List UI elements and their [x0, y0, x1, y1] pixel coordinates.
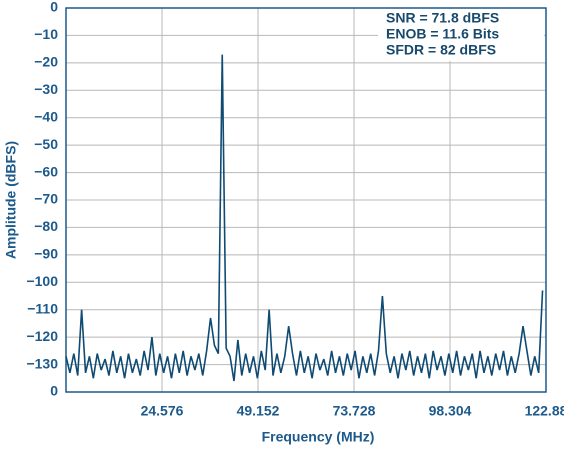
- y-tick-label: 0: [50, 383, 58, 399]
- x-tick-label: 122.88: [525, 403, 564, 419]
- x-tick-label: 98.304: [429, 403, 472, 419]
- annotation: SFDR = 82 dBFS: [386, 42, 496, 58]
- plot-frame: [65, 7, 547, 393]
- y-tick-label: −120: [26, 328, 58, 344]
- y-tick-label: −110: [27, 300, 58, 316]
- x-axis-label: Frequency (MHz): [262, 429, 375, 445]
- y-tick-label: −90: [34, 246, 58, 262]
- annotation: SNR = 71.8 dBFS: [386, 10, 499, 26]
- x-tick-label: 24.576: [141, 403, 184, 419]
- y-tick-label: −60: [34, 163, 58, 179]
- y-tick-label: −30: [34, 81, 58, 97]
- y-tick-label: −130: [26, 355, 58, 371]
- y-tick-label: −40: [34, 108, 58, 124]
- annotation: ENOB = 11.6 Bits: [386, 26, 499, 42]
- spectrum-line: [65, 54, 544, 382]
- y-tick-label: −10: [34, 26, 58, 42]
- y-tick-label: −50: [34, 136, 58, 152]
- y-tick-label: −80: [34, 218, 58, 234]
- y-tick-label: −20: [34, 54, 58, 70]
- y-tick-label: −70: [34, 191, 58, 207]
- y-tick-label: −100: [26, 273, 58, 289]
- y-axis-label: Amplitude (dBFS): [3, 141, 19, 259]
- x-tick-label: 49.152: [237, 403, 280, 419]
- y-tick-label: 0: [50, 0, 58, 15]
- annotation-box: [378, 9, 544, 61]
- x-tick-label: 73.728: [333, 403, 376, 419]
